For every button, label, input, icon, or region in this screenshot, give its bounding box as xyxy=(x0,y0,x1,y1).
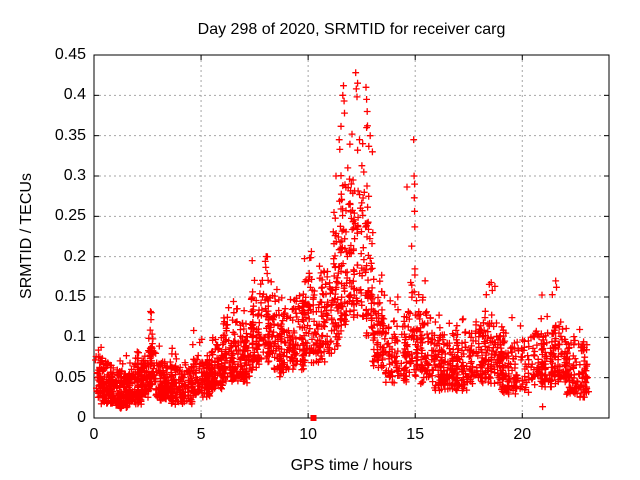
y-tick-label: 0.05 xyxy=(54,368,86,386)
x-tick-label: 15 xyxy=(406,426,425,443)
y-tick-label: 0.1 xyxy=(63,328,86,346)
y-tick-label: 0.15 xyxy=(54,288,86,305)
y-tick-label: 0.4 xyxy=(63,86,86,104)
x-tick-label: 5 xyxy=(196,426,206,443)
scatter-points xyxy=(92,69,592,412)
flagged-square-marker xyxy=(310,415,317,421)
x-axis-label: GPS time / hours xyxy=(290,457,413,474)
y-tick-label: 0.45 xyxy=(54,46,86,63)
x-tick-label: 10 xyxy=(299,426,318,443)
x-tick-label: 20 xyxy=(513,426,532,443)
y-tick-label: 0.25 xyxy=(54,207,86,225)
x-tick-label: 0 xyxy=(89,426,99,443)
grid-lines xyxy=(94,55,609,418)
plot-border xyxy=(93,54,610,419)
y-tick-label: 0.3 xyxy=(63,167,86,184)
y-tick-label: 0.2 xyxy=(63,247,86,265)
chart-title: Day 298 of 2020, SRMTID for receiver car… xyxy=(197,21,506,38)
y-tick-label: 0.35 xyxy=(54,126,86,144)
y-tick-label: 0 xyxy=(77,409,86,426)
